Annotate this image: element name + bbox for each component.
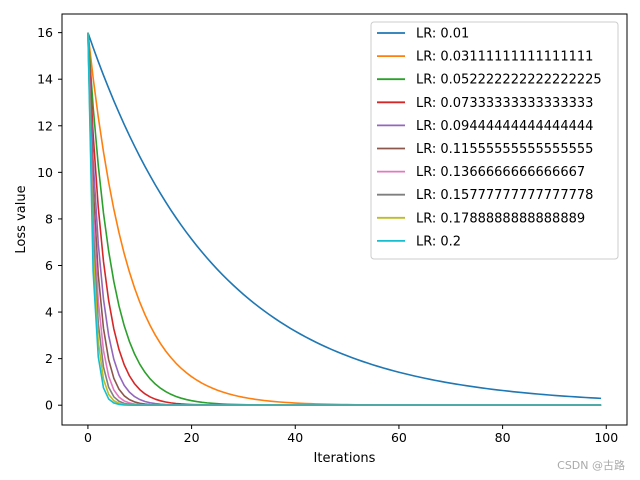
legend-entry-label: LR: 0.1788888888888889 [416, 211, 585, 226]
legend-box [370, 21, 619, 260]
series-line-10 [87, 32, 602, 407]
x-axis-ticks: 0 20 40 60 80 100 [84, 425, 618, 445]
y-tick-label: 16 [37, 25, 53, 40]
legend-entry-label: LR: 0.07333333333333333 [416, 96, 593, 111]
series-lines [87, 32, 602, 407]
legend-entry-label: LR: 0.1366666666666667 [416, 165, 585, 180]
series-line-1 [87, 32, 602, 400]
x-tick-label: 40 [287, 430, 303, 445]
legend-entry-label: LR: 0.15777777777777778 [416, 188, 593, 203]
x-axis-label: Iterations [314, 451, 376, 466]
axes-frame [61, 13, 628, 426]
legend-entry-label: LR: 0.11555555555555555 [416, 142, 593, 157]
legend-entry-label: LR: 0.2 [416, 234, 461, 249]
y-tick-label: 6 [45, 258, 53, 273]
x-tick-label: 60 [391, 430, 407, 445]
legend-entry-label: LR: 0.01 [416, 27, 469, 42]
y-tick-label: 8 [45, 211, 53, 226]
legend-entry-label: LR: 0.03111111111111111 [416, 50, 593, 65]
legend: LR: 0.01 LR: 0.03111111111111111 LR: 0.052… [370, 21, 619, 260]
y-tick-label: 4 [45, 305, 53, 320]
x-tick-label: 20 [184, 430, 200, 445]
y-tick-label: 12 [37, 118, 53, 133]
watermark-text: CSDN @古路 [557, 459, 625, 472]
y-axis-ticks: 0 2 4 6 8 10 12 14 16 [37, 25, 62, 413]
legend-entry-label: LR: 0.052222222222222225 [416, 73, 602, 88]
y-tick-label: 0 [45, 398, 53, 413]
y-axis-label: Loss value [14, 185, 29, 253]
y-tick-label: 10 [37, 165, 53, 180]
y-tick-label: 14 [37, 72, 53, 87]
y-tick-label: 2 [45, 351, 53, 366]
legend-entry-label: LR: 0.09444444444444444 [416, 119, 593, 134]
x-tick-label: 0 [84, 430, 92, 445]
x-tick-label: 80 [495, 430, 511, 445]
x-tick-label: 100 [594, 430, 618, 445]
